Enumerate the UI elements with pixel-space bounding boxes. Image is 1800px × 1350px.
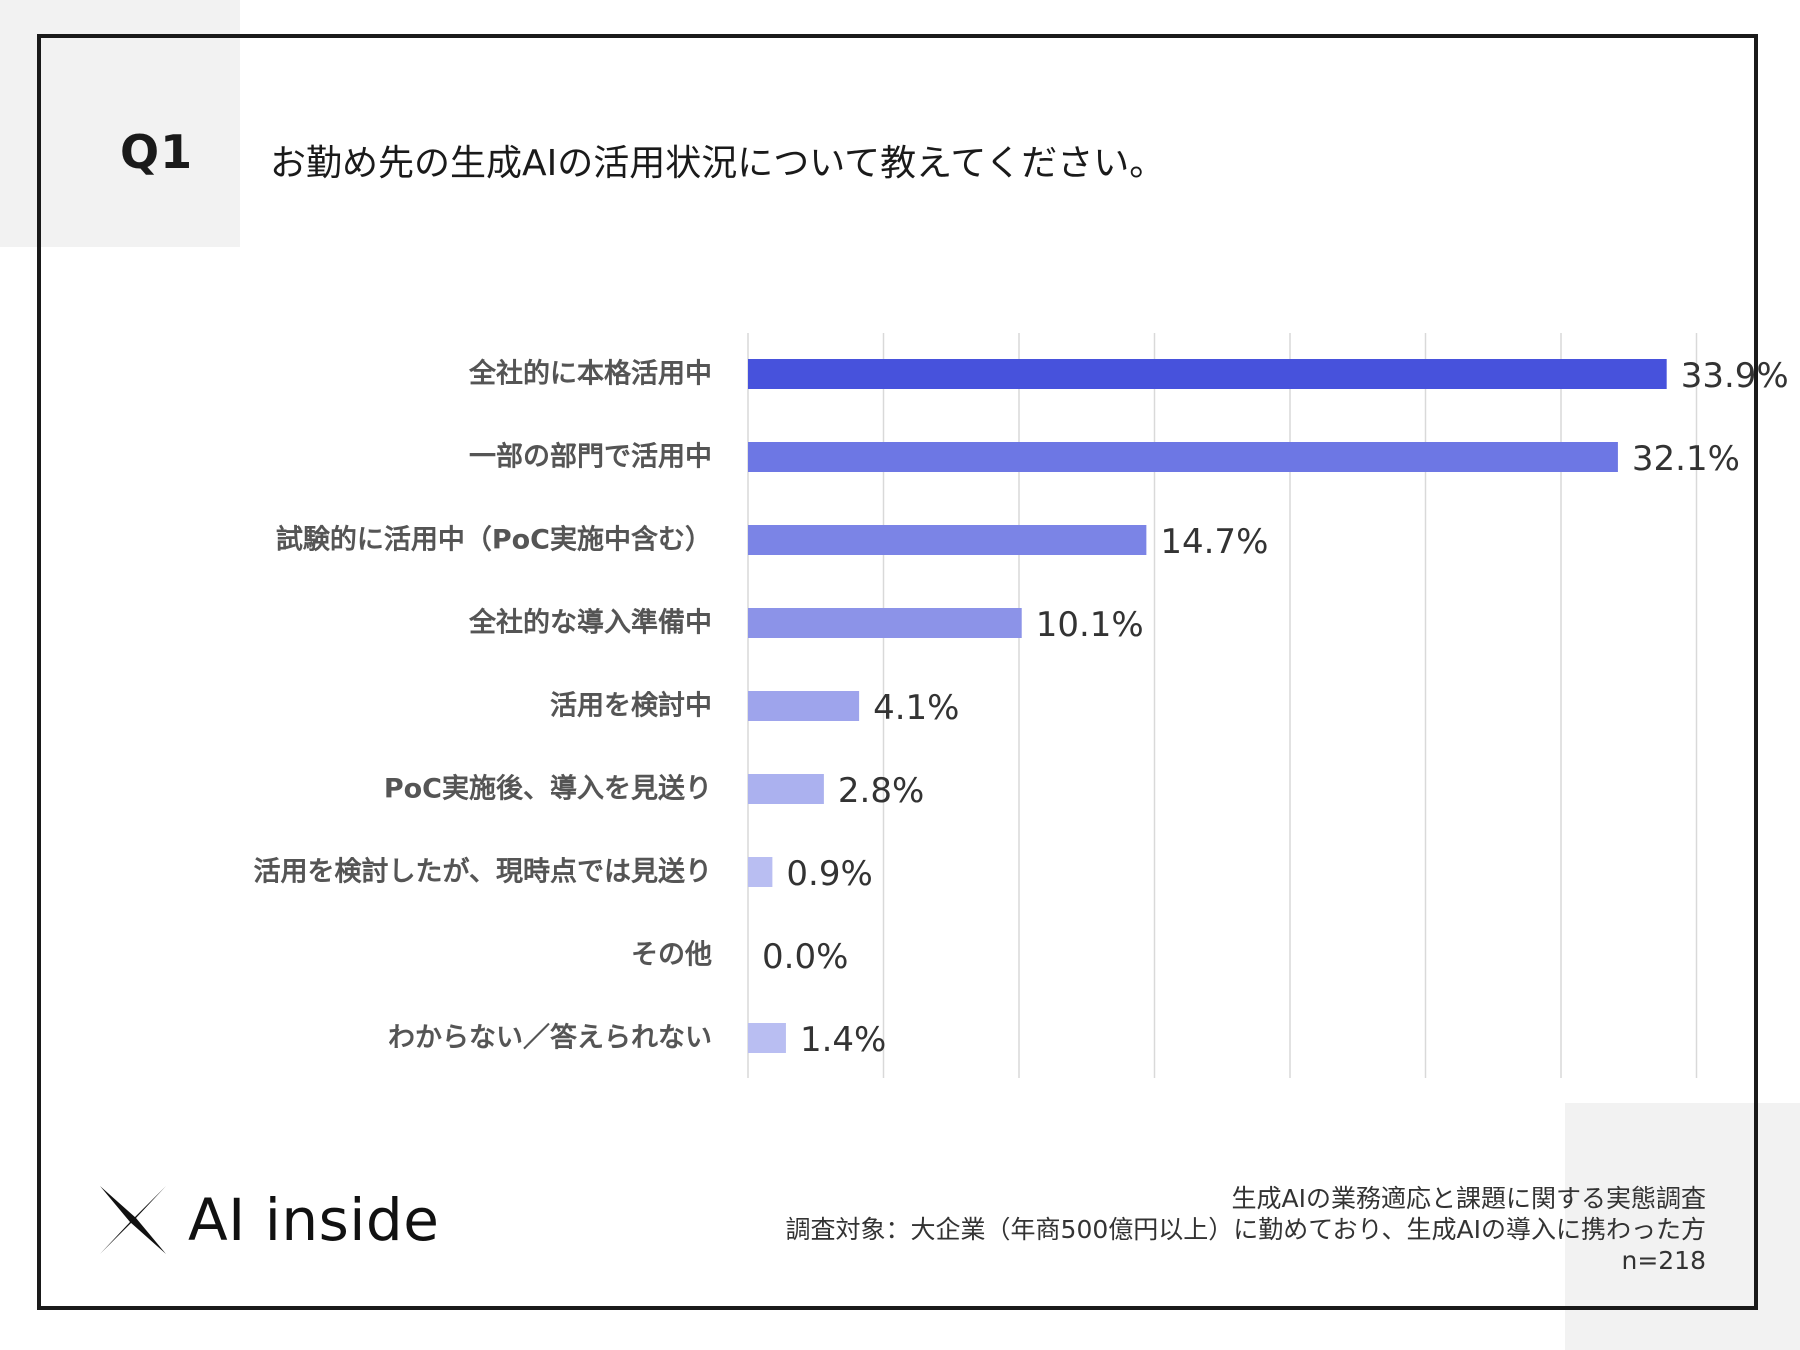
bars	[748, 359, 1667, 1053]
value-label: 1.4%	[800, 1020, 886, 1060]
bar	[748, 608, 1022, 638]
value-label: 10.1%	[1036, 605, 1144, 645]
footnote-survey-target: 調査対象：大企業（年商500億円以上）に勤めており、生成AIの導入に携わった方	[785, 1215, 1706, 1244]
survey-footnote: 生成AIの業務適応と課題に関する実態調査 調査対象：大企業（年商500億円以上）…	[786, 1183, 1706, 1276]
category-label: わからない／答えられない	[388, 1022, 712, 1054]
bar	[748, 857, 773, 887]
value-label: 4.1%	[873, 688, 959, 728]
bar	[748, 1023, 786, 1053]
value-label: 0.9%	[786, 854, 872, 894]
value-label: 32.1%	[1632, 439, 1740, 479]
bar	[748, 691, 860, 721]
value-label: 0.0%	[762, 937, 848, 977]
bar	[748, 525, 1147, 555]
category-label: その他	[631, 940, 712, 971]
value-label: 2.8%	[838, 771, 924, 811]
category-label: 一部の部門で活用中	[469, 441, 712, 473]
category-label: 試験的に活用中（PoC実施中含む）	[276, 524, 712, 556]
bar	[748, 359, 1667, 389]
category-label: 活用を検討中	[550, 690, 712, 722]
logo-text: AI inside	[188, 1186, 440, 1254]
value-label: 33.9%	[1681, 356, 1789, 396]
question-number: Q1	[120, 125, 194, 179]
category-label: 全社的に本格活用中	[468, 358, 712, 390]
value-label: 14.7%	[1160, 522, 1268, 562]
question-title: お勤め先の生成AIの活用状況について教えてください。	[270, 143, 1166, 184]
footnote-survey-title: 生成AIの業務適応と課題に関する実態調査	[1231, 1184, 1706, 1213]
value-labels: 33.9% 32.1% 14.7% 10.1% 4.1% 2.8% 0.9% 0.0% 1.4%	[762, 356, 1789, 1060]
bar	[748, 442, 1618, 472]
ai-inside-logo: AI inside	[96, 1180, 439, 1260]
chart-frame	[37, 34, 1758, 1310]
bar	[748, 774, 824, 804]
category-label: 全社的な導入準備中	[468, 607, 712, 639]
footnote-sample-size: n=218	[1621, 1246, 1706, 1275]
category-label: PoC実施後、導入を見送り	[384, 773, 712, 805]
category-label: 活用を検討したが、現時点では見送り	[254, 856, 712, 888]
ai-inside-logo-mark	[100, 1186, 166, 1254]
